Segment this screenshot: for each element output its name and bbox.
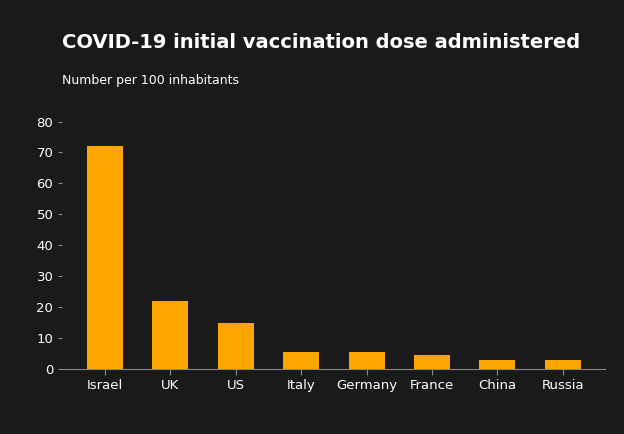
Bar <box>414 355 450 369</box>
Bar <box>349 352 384 369</box>
Bar <box>218 322 254 369</box>
Bar <box>87 146 123 369</box>
Bar <box>283 352 319 369</box>
Text: COVID-19 initial vaccination dose administered: COVID-19 initial vaccination dose admini… <box>62 33 580 52</box>
Bar <box>545 360 580 369</box>
Text: Number per 100 inhabitants: Number per 100 inhabitants <box>62 74 240 87</box>
Bar <box>152 301 188 369</box>
Bar <box>479 360 515 369</box>
